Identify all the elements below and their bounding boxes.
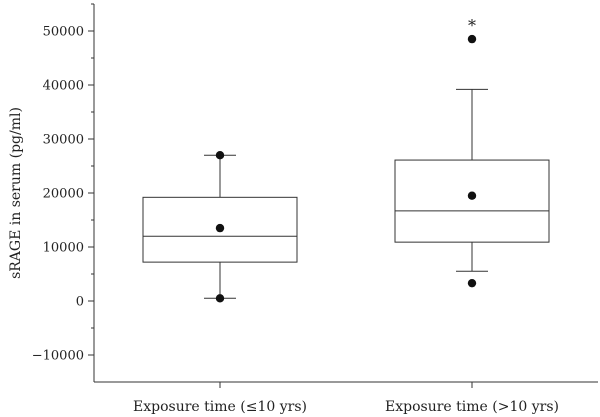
y-tick-label: 20000 — [43, 187, 84, 202]
iqr-box — [394, 159, 550, 243]
y-tick-label: 50000 — [43, 25, 84, 40]
y-tick-label: −10000 — [32, 349, 84, 364]
significance-annotation: * — [468, 16, 476, 35]
x-category-label: Exposure time (≤10 yrs) — [133, 399, 307, 415]
box-group — [142, 151, 298, 303]
data-point — [215, 223, 225, 233]
y-tick-label: 40000 — [43, 79, 84, 94]
data-point — [467, 278, 477, 288]
y-axis: −10000 0 10000 20000 30000 40000 50000 — [32, 3, 95, 382]
x-category-label: Exposure time (>10 yrs) — [385, 399, 559, 415]
y-tick-label: 10000 — [43, 241, 84, 256]
data-point — [215, 151, 225, 160]
x-axis: Exposure time (≤10 yrs) Exposure time (>1… — [94, 381, 598, 415]
data-point — [215, 294, 225, 303]
y-axis-title: sRAGE in serum (pg/ml) — [8, 107, 24, 279]
y-tick-label: 30000 — [43, 133, 84, 148]
box-group: * — [394, 16, 550, 288]
data-point — [467, 191, 477, 200]
boxes: * — [142, 16, 550, 303]
data-point — [467, 34, 477, 44]
y-tick-label: 0 — [76, 295, 84, 310]
iqr-box — [142, 196, 298, 263]
